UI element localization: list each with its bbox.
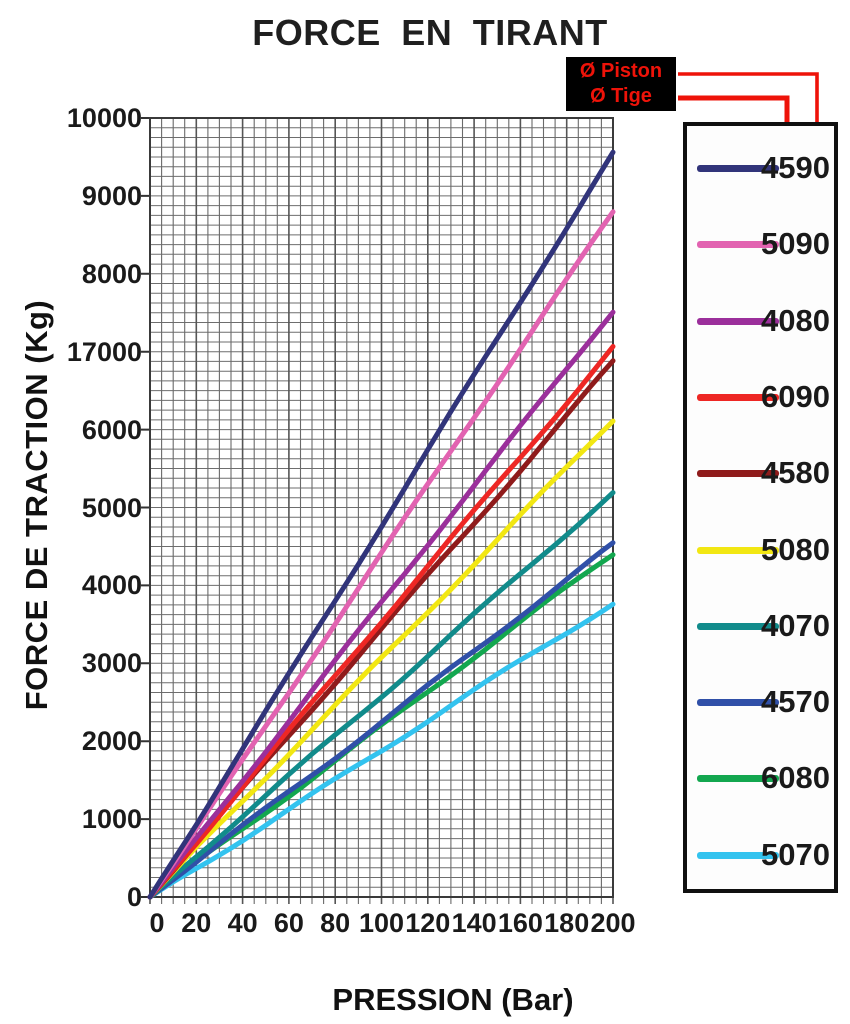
x-tick-label-180: 180	[544, 908, 590, 938]
y-tick-label-6000: 6000	[81, 414, 142, 445]
y-axis-ticks	[141, 117, 150, 898]
x-tick-label-40: 40	[227, 908, 258, 938]
data-line-4080	[147, 309, 616, 900]
legend-swatch-6080	[697, 775, 779, 783]
legend: 4590 5090 4080 6090 4580 5080 4070 4570 6080 5070	[683, 122, 838, 893]
legend-label-6080: 6080	[761, 760, 830, 796]
data-line-6090	[147, 344, 616, 900]
legend-swatch-4080	[697, 317, 779, 325]
legend-label-4080: 4080	[761, 302, 830, 338]
y-tick-label-0: 0	[126, 882, 142, 912]
x-axis-title: PRESSION (Bar)	[332, 982, 574, 1017]
x-tick-label-80: 80	[320, 908, 351, 938]
piston-diameter-label: Ø Piston	[579, 60, 663, 82]
data-line-4590	[147, 149, 616, 900]
legend-label-4570: 4570	[761, 684, 830, 720]
legend-label-6090: 6090	[761, 378, 830, 414]
legend-swatch-5090	[697, 241, 779, 249]
data-line-5080	[147, 418, 616, 900]
x-tick-label-160: 160	[497, 908, 543, 938]
legend-label-4580: 4580	[761, 455, 830, 491]
data-line-4070	[147, 490, 616, 900]
legend-label-5090: 5090	[761, 226, 830, 262]
chart-title: FORCE EN TIRANT	[252, 12, 608, 53]
y-tick-label-1000: 1000	[81, 804, 142, 835]
data-line-5090	[147, 209, 616, 900]
legend-swatch-5080	[697, 546, 779, 554]
legend-swatch-4580	[697, 470, 779, 478]
legend-swatch-4070	[697, 622, 779, 630]
y-tick-label-17000: 17000	[66, 336, 142, 367]
legend-label-4590: 4590	[761, 150, 830, 185]
data-line-5070	[147, 601, 616, 900]
legend-label-5080: 5080	[761, 531, 830, 567]
legend-label-4070: 4070	[761, 607, 830, 643]
x-tick-label-100: 100	[358, 908, 405, 938]
legend-swatch-4570	[697, 699, 779, 707]
x-tick-label-60: 60	[273, 908, 304, 938]
legend-swatch-4590	[697, 165, 779, 172]
x-tick-label-20: 20	[181, 908, 212, 938]
x-tick-label-200: 200	[590, 908, 636, 938]
legend-swatch-5070	[697, 851, 779, 859]
plot-border	[149, 117, 614, 898]
x-tick-label-120: 120	[405, 908, 451, 938]
y-tick-label-3000: 3000	[81, 648, 142, 679]
grid-vertical-minor-lines	[161, 118, 602, 904]
y-tick-label-4000: 4000	[81, 570, 142, 601]
tige-diameter-label: Ø Tige	[590, 85, 652, 107]
legend-label-5070: 5070	[761, 836, 830, 872]
y-tick-label-10000: 10000	[66, 103, 142, 133]
x-tick-label-140: 140	[451, 908, 497, 938]
x-tick-label-0: 0	[149, 908, 165, 938]
diameter-key-box: Ø Piston Ø Tige	[566, 57, 676, 111]
y-tick-label-8000: 8000	[81, 258, 142, 289]
data-line-4570	[147, 540, 616, 900]
y-tick-label-2000: 2000	[81, 726, 142, 757]
y-tick-label-5000: 5000	[81, 492, 142, 523]
legend-swatch-6090	[697, 393, 779, 401]
y-tick-label-9000: 9000	[81, 180, 142, 211]
